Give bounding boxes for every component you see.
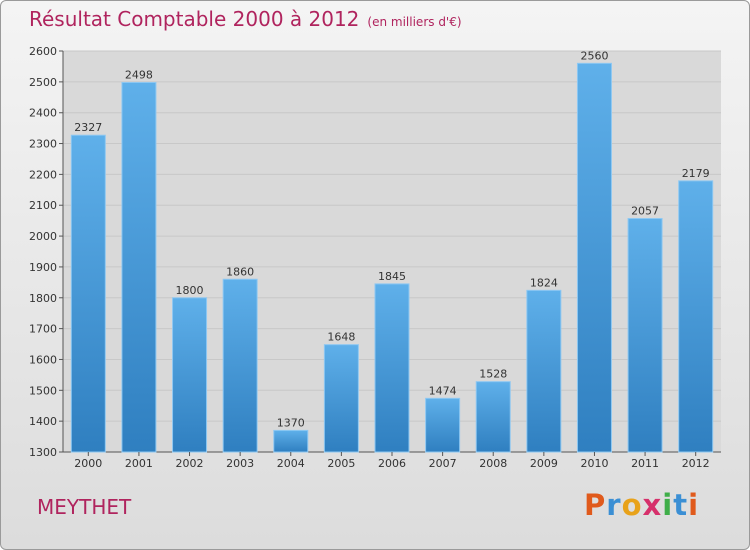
y-tick-label: 1700 <box>29 323 57 336</box>
logo-letter: x <box>642 488 663 522</box>
x-tick-label: 2010 <box>580 457 608 470</box>
x-tick-label: 2009 <box>530 457 558 470</box>
bar-value-label: 2498 <box>125 68 153 81</box>
chart-title-main: Résultat Comptable 2000 à 2012 <box>29 7 360 31</box>
logo-letter: i <box>688 488 700 522</box>
y-tick-label: 1800 <box>29 292 57 305</box>
y-tick-label: 1300 <box>29 446 57 459</box>
bar <box>121 81 157 453</box>
y-tick-label: 1900 <box>29 261 57 274</box>
chart-subtitle: (en milliers d'€) <box>367 15 462 29</box>
y-tick-label: 2500 <box>29 76 57 89</box>
bar-value-label: 1800 <box>176 284 204 297</box>
bar <box>425 397 461 453</box>
x-tick-label: 2008 <box>479 457 507 470</box>
logo-letter: i <box>662 488 674 522</box>
proxiti-logo: Proxiti <box>584 488 699 522</box>
bar-value-label: 2179 <box>682 167 710 180</box>
x-tick-label: 2006 <box>378 457 406 470</box>
y-tick-label: 1600 <box>29 353 57 366</box>
x-tick-label: 2003 <box>226 457 254 470</box>
bar <box>627 217 663 453</box>
x-tick-label: 2007 <box>429 457 457 470</box>
bar-value-label: 1528 <box>479 368 507 381</box>
y-tick-label: 2200 <box>29 168 57 181</box>
bar-value-label: 1845 <box>378 270 406 283</box>
bar-value-label: 1824 <box>530 276 558 289</box>
y-tick-label: 2400 <box>29 107 57 120</box>
x-tick-label: 2005 <box>327 457 355 470</box>
bar <box>678 180 714 453</box>
bar <box>374 283 410 453</box>
logo-letter: t <box>673 488 689 522</box>
x-tick-label: 2000 <box>74 457 102 470</box>
commune-name: MEYTHET <box>37 495 132 519</box>
x-tick-label: 2004 <box>277 457 305 470</box>
bar <box>70 134 106 453</box>
y-tick-label: 2300 <box>29 138 57 151</box>
logo-letter: r <box>606 488 622 522</box>
x-tick-label: 2001 <box>125 457 153 470</box>
bar-value-label: 1474 <box>429 384 457 397</box>
chart-title: Résultat Comptable 2000 à 2012 (en millie… <box>29 7 462 31</box>
x-tick-label: 2011 <box>631 457 659 470</box>
y-tick-label: 2100 <box>29 199 57 212</box>
bar <box>172 297 208 453</box>
y-tick-label: 2600 <box>29 45 57 58</box>
y-tick-label: 1500 <box>29 384 57 397</box>
bar-value-label: 2057 <box>631 204 659 217</box>
x-tick-label: 2012 <box>682 457 710 470</box>
logo-letter: P <box>584 488 607 522</box>
logo-letter: o <box>621 488 643 522</box>
bar-value-label: 1860 <box>226 265 254 278</box>
bar <box>526 289 562 453</box>
bar <box>576 62 612 453</box>
bar <box>475 381 511 453</box>
y-tick-label: 2000 <box>29 230 57 243</box>
x-tick-label: 2002 <box>176 457 204 470</box>
bar-value-label: 1648 <box>327 331 355 344</box>
y-tick-label: 1400 <box>29 415 57 428</box>
bar <box>323 344 359 453</box>
bar-value-label: 1370 <box>277 416 305 429</box>
bar-value-label: 2327 <box>74 121 102 134</box>
bar-value-label: 2560 <box>580 49 608 62</box>
bar <box>222 278 258 453</box>
bar <box>273 429 309 453</box>
